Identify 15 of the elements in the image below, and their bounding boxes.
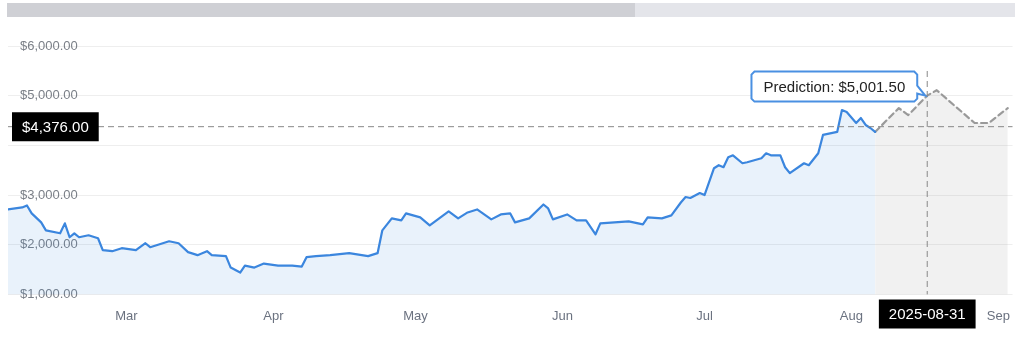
x-tick-label: Mar xyxy=(115,307,139,323)
ref-line-label: $4,376.00 xyxy=(22,117,89,135)
x-tick-label: Jul xyxy=(696,307,713,323)
y-tick-label: $5,000.00 xyxy=(20,87,78,103)
x-tick-label: Sep xyxy=(986,307,1010,323)
y-tick-label: $3,000.00 xyxy=(20,186,78,202)
x-tick-label: May xyxy=(403,307,429,323)
x-tick-label: Aug xyxy=(839,307,863,323)
ref-line-label: 2025-08-31 xyxy=(888,305,966,323)
x-tick-label: Jun xyxy=(551,307,573,323)
y-tick-label: $1,000.00 xyxy=(20,285,78,301)
y-tick-label: $2,000.00 xyxy=(20,236,78,252)
annotation: Prediction: $5,001.50 xyxy=(763,77,906,95)
x-tick-label: Apr xyxy=(263,307,285,323)
y-tick-label: $6,000.00 xyxy=(20,37,78,53)
